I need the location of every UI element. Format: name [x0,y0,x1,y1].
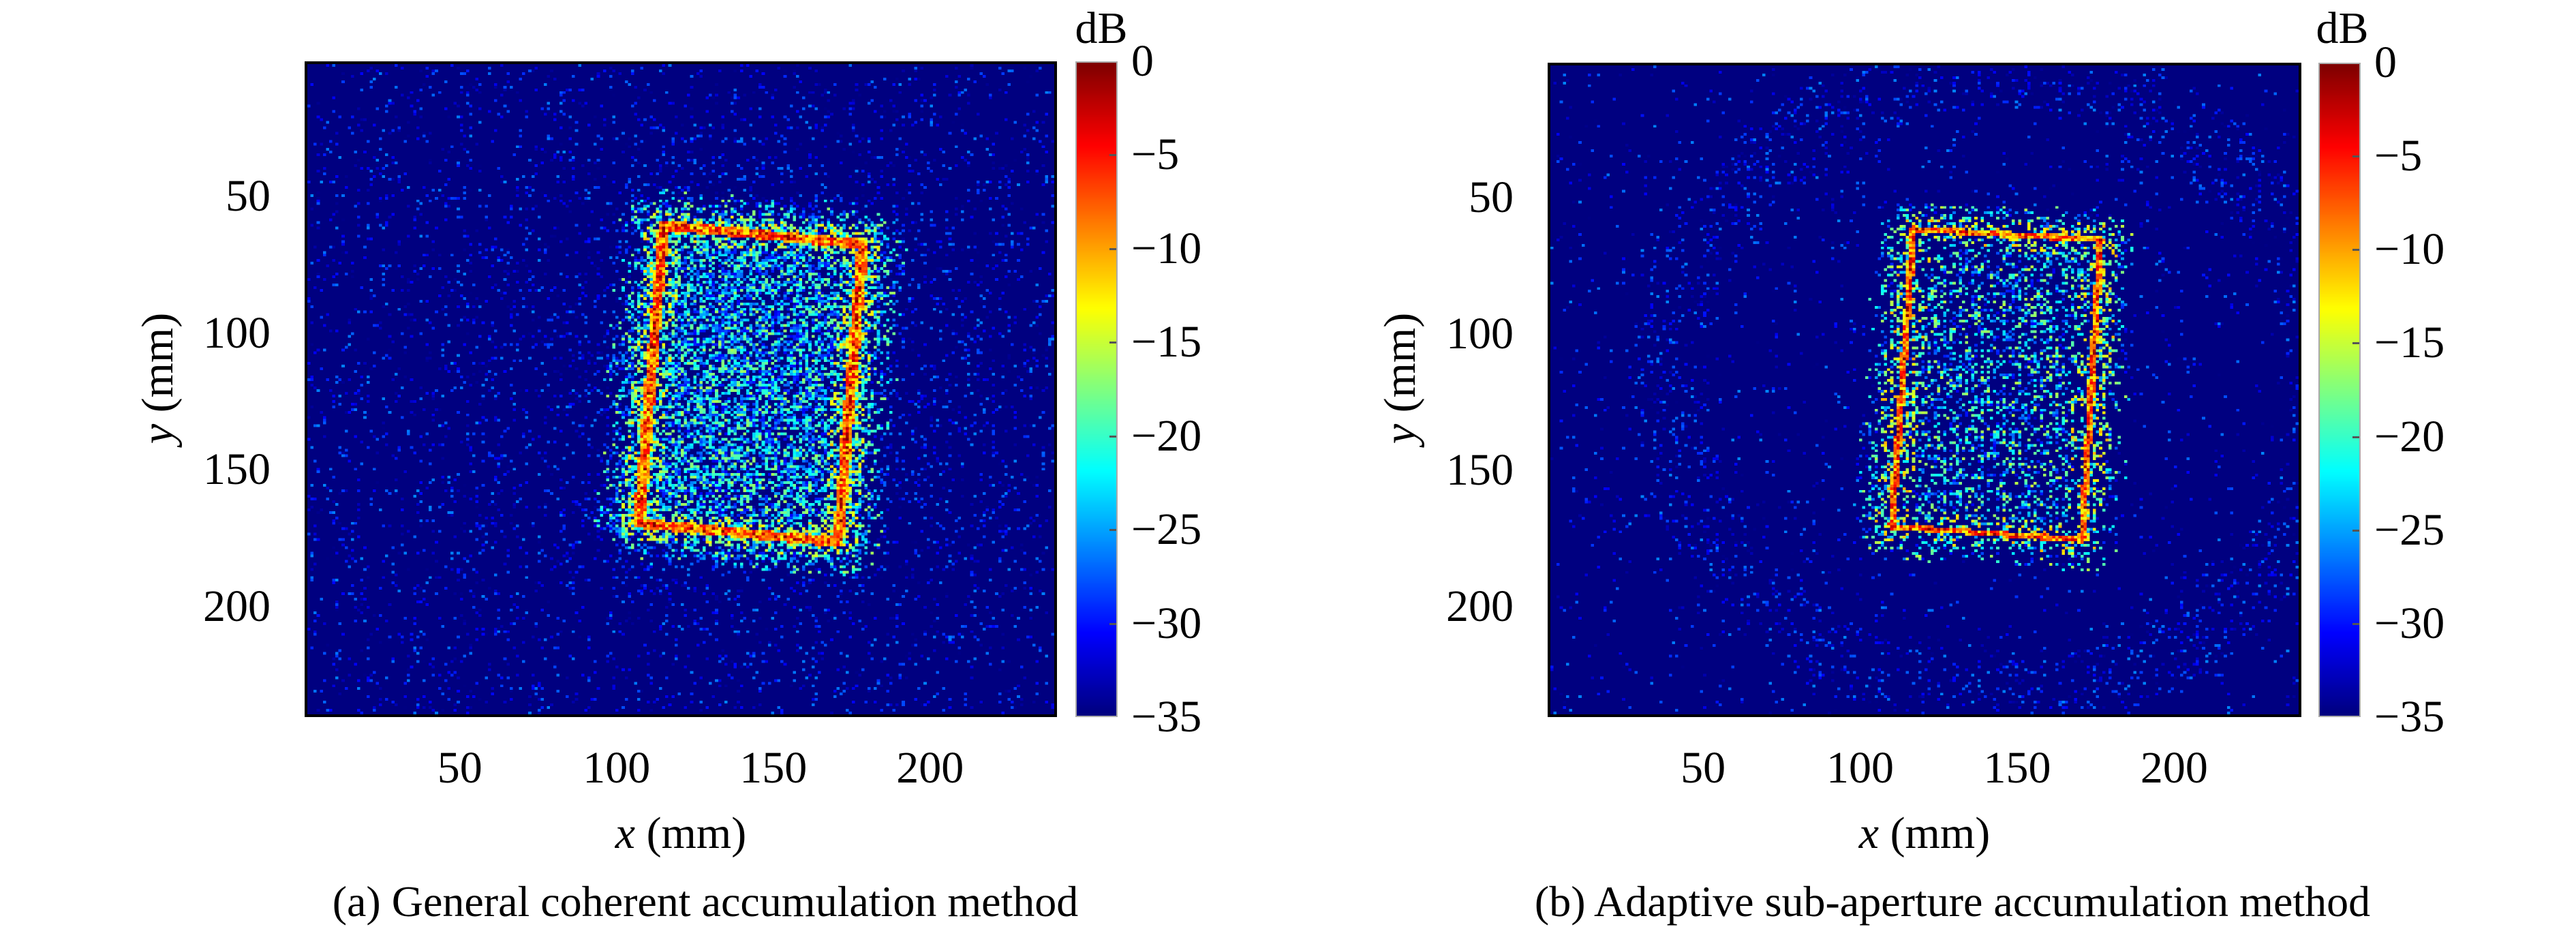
x-tick-label: 200 [896,743,964,793]
x-axis-unit: (mm) [646,808,747,858]
colorbar-tick-label: −25 [1131,504,1202,555]
caption: (a) General coherent accumulation method [332,877,1079,926]
y-axis-label: y (mm) [132,313,184,444]
colorbar-tick-label: 0 [2374,37,2397,87]
colorbar-label: dB [2316,3,2369,53]
heatmap-plot-area [305,61,1057,717]
colorbar-tick-mark [2352,436,2359,438]
x-axis-variable: x [1858,808,1880,858]
colorbar-tick-label: −35 [2374,692,2445,742]
y-tick-label: 150 [1446,445,1514,495]
colorbar-tick-label: −30 [2374,598,2445,648]
colorbar-tick-label: −20 [1131,410,1202,461]
x-tick-label: 100 [1826,743,1895,793]
colorbar-tick-label: −10 [2374,224,2445,275]
colorbar-tick-mark [2352,529,2359,532]
x-tick-label: 200 [2140,743,2208,793]
x-tick-label: 50 [1681,743,1726,793]
colorbar-tick-mark [1109,247,1116,250]
colorbar-tick-label: −15 [2374,318,2445,368]
y-axis-unit: (mm) [1375,312,1425,413]
y-tick-label: 200 [1446,581,1514,631]
colorbar-tick-label: 0 [1131,36,1154,86]
colorbar-label: dB [1075,3,1128,53]
y-tick-label: 50 [1469,172,1514,222]
y-tick-label: 150 [203,444,271,495]
colorbar-tick-label: −5 [1131,130,1180,180]
colorbar-tick-label: −30 [1131,598,1202,648]
y-axis-label: y (mm) [1375,313,1426,444]
x-tick-label: 100 [583,743,651,793]
colorbar-tick-label: −20 [2374,411,2445,461]
y-tick-label: 100 [203,307,271,358]
colorbar-tick-label: −15 [1131,317,1202,367]
colorbar-tick-mark [1109,435,1116,438]
y-axis-variable: y [1375,423,1425,444]
x-axis-label: x (mm) [1859,808,1990,860]
y-tick-label: 50 [226,171,271,222]
colorbar-tick-mark [1109,154,1116,157]
colorbar-tick-label: −10 [1131,223,1202,273]
y-tick-label: 200 [203,581,271,631]
colorbar-tick-label: −25 [2374,504,2445,555]
x-tick-label: 150 [1983,743,2051,793]
caption: (b) Adaptive sub-aperture accumulation m… [1534,877,2371,926]
colorbar [2318,63,2361,717]
x-axis-label: x (mm) [615,808,746,860]
colorbar-tick-mark [1109,341,1116,344]
colorbar-tick-mark [2352,155,2359,158]
colorbar-gradient [2320,64,2359,716]
colorbar-tick-mark [2352,342,2359,345]
colorbar [1075,61,1118,717]
colorbar-tick-mark [1109,622,1116,625]
x-axis-variable: x [615,808,636,858]
colorbar-tick-mark [2352,249,2359,252]
heatmap-plot-area [1548,63,2301,717]
colorbar-tick-mark [2352,622,2359,625]
y-axis-unit: (mm) [133,312,183,413]
heatmap-image [307,64,1054,714]
y-tick-label: 100 [1446,309,1514,359]
colorbar-tick-label: −35 [1131,692,1202,742]
colorbar-gradient [1077,63,1116,716]
colorbar-tick-label: −5 [2374,131,2423,181]
x-tick-label: 50 [437,743,482,793]
heatmap-image [1550,65,2299,714]
x-tick-label: 150 [739,743,808,793]
y-axis-variable: y [133,423,183,444]
colorbar-tick-mark [1109,529,1116,532]
x-axis-unit: (mm) [1890,808,1991,858]
